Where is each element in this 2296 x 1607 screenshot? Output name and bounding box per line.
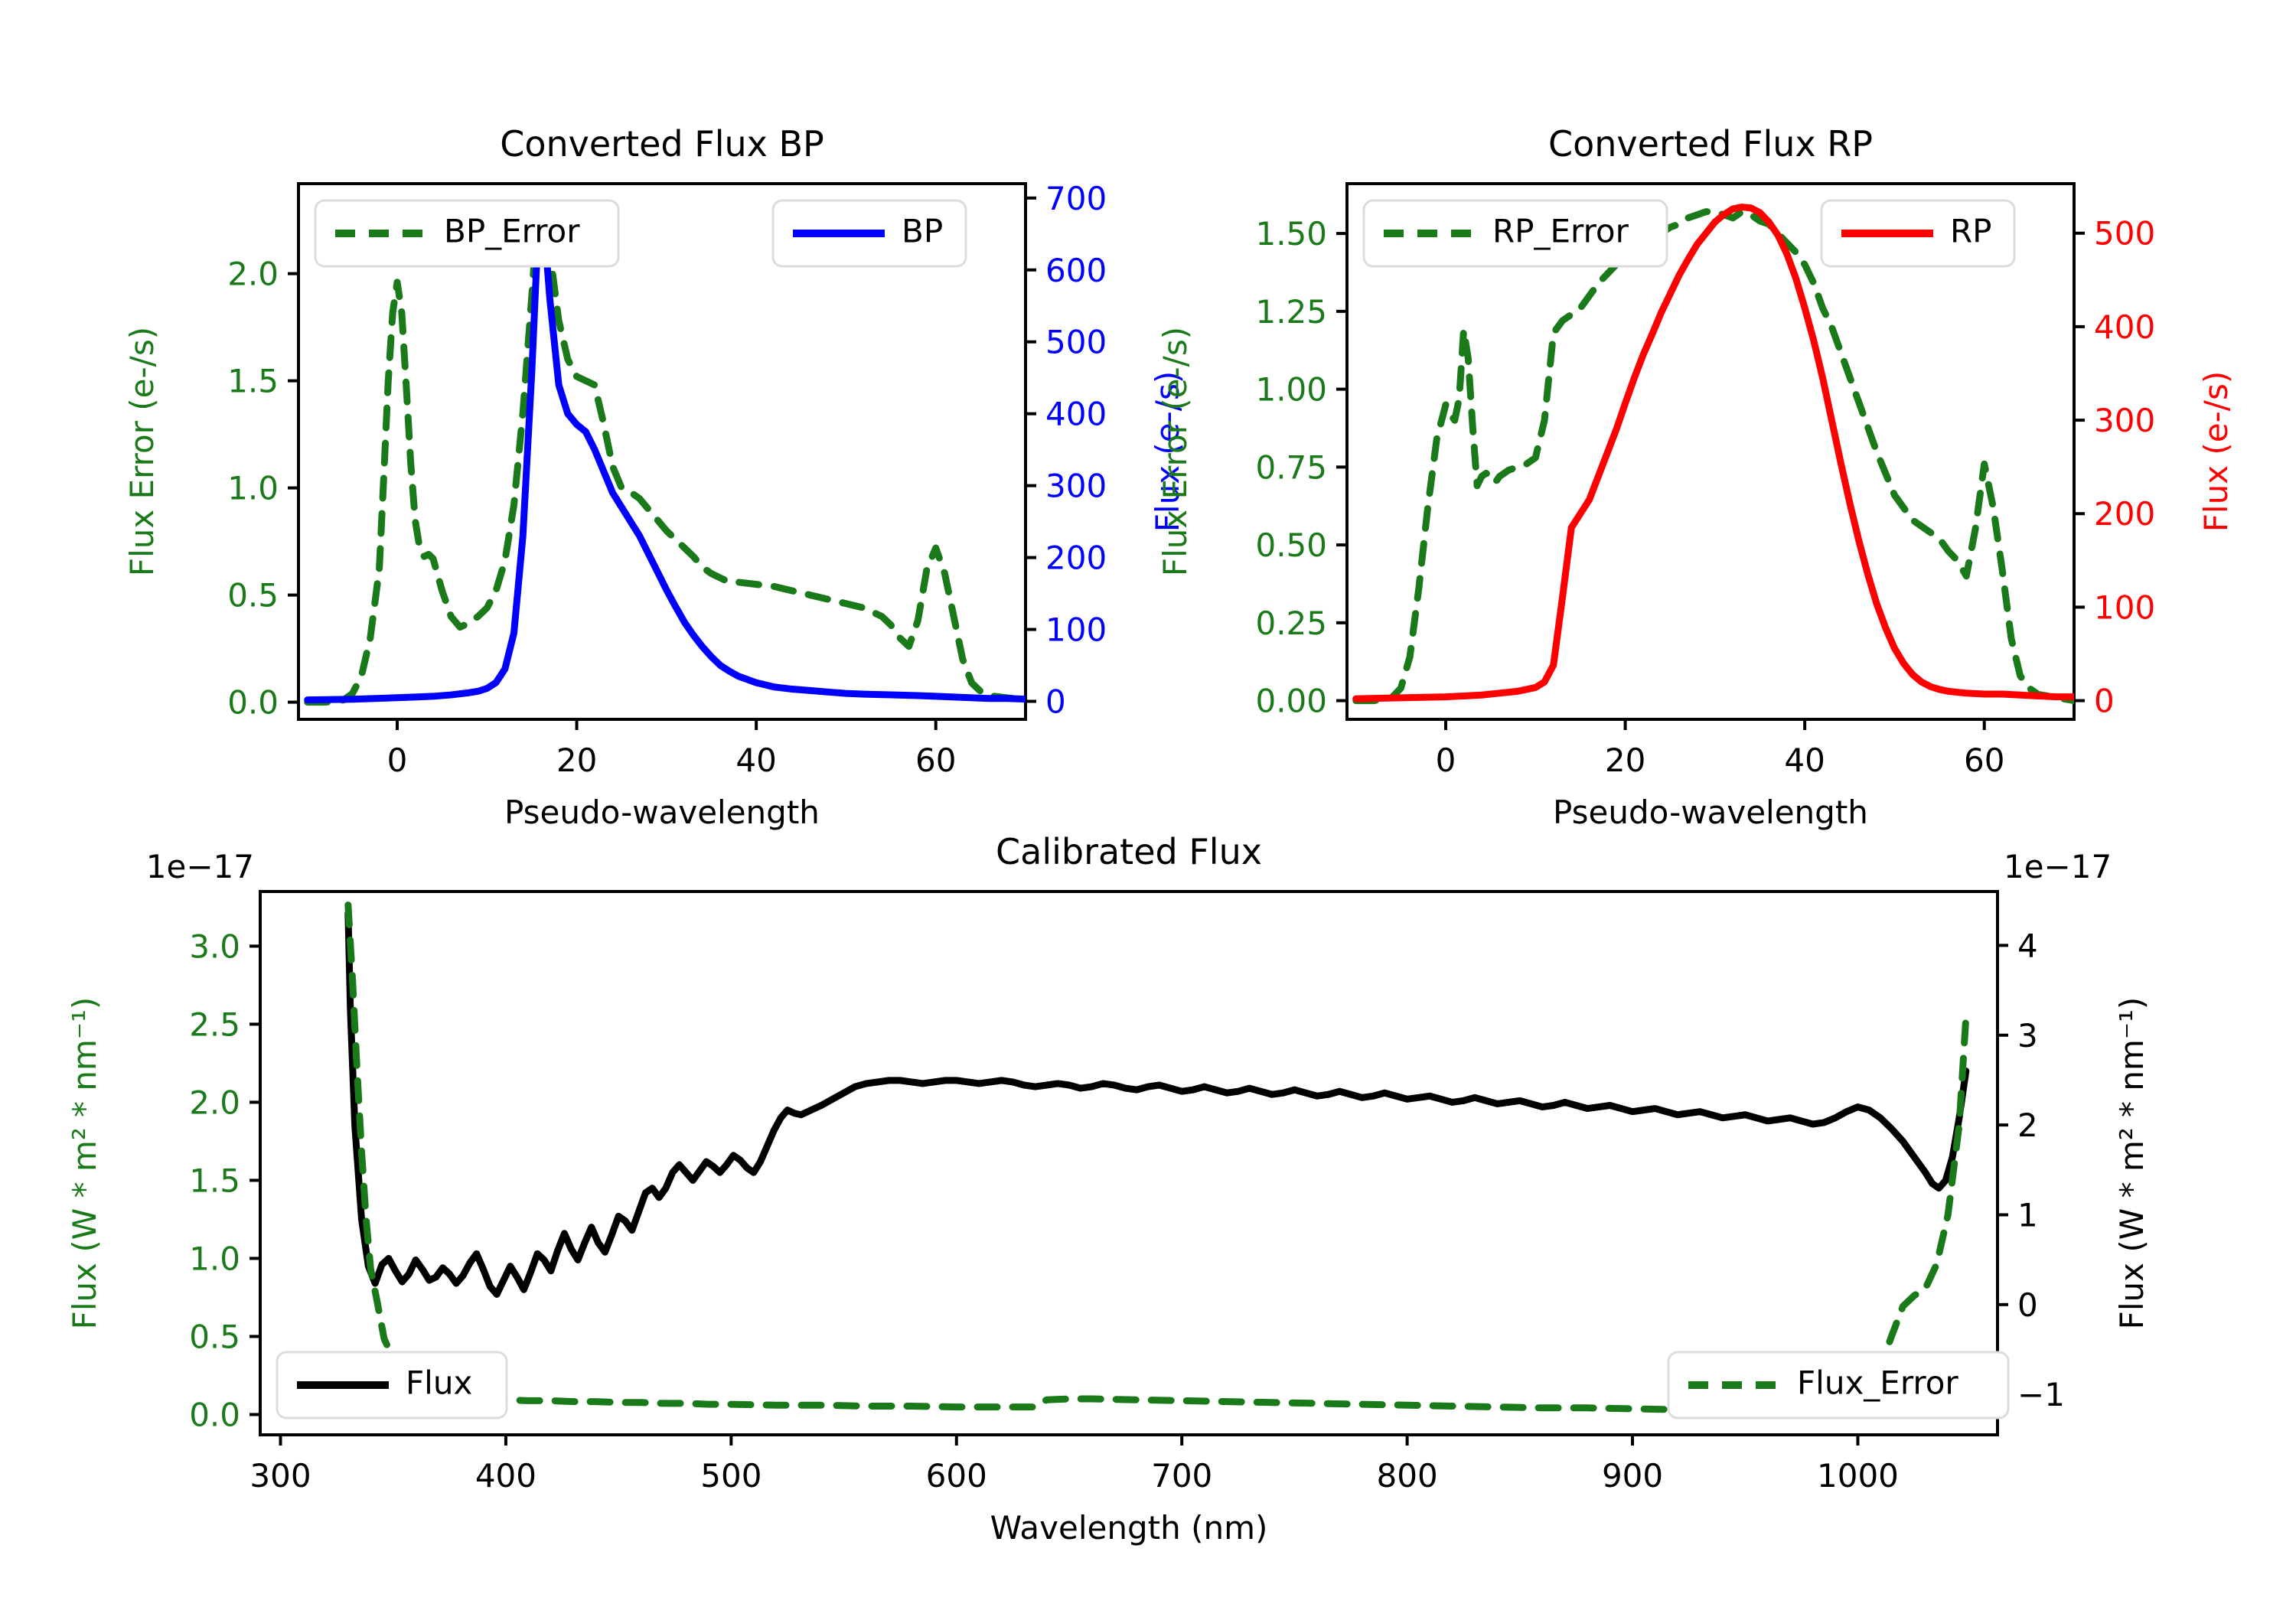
y-tick-label-left: 1.00 (1255, 371, 1327, 409)
y-tick-label-right: 0 (1045, 683, 1066, 721)
y-tick-label-right: 200 (2094, 495, 2155, 533)
y-tick-label-left: 1.0 (189, 1240, 240, 1277)
x-tick-label: 300 (249, 1457, 311, 1495)
y-tick-label-right: 1 (2017, 1196, 2038, 1234)
legend-flux[interactable]: Flux (276, 1351, 508, 1420)
y-tick-label-right: −1 (2017, 1376, 2065, 1413)
panel-converted-flux-bp-xlabel: Pseudo-wavelength (504, 794, 820, 831)
panel-calibrated-flux: Calibrated Flux 300 400 500 600 700 800 900 1000… (66, 831, 2151, 1547)
panel-converted-flux-bp: Converted Flux BP 0 20 40 60 Pseudo-wavelengt… (123, 123, 1186, 831)
panel-calibrated-flux-xlabel: Wavelength (nm) (990, 1509, 1268, 1547)
panel-calibrated-flux-offset-left: 1e−17 (146, 848, 254, 885)
x-tick-label: 20 (556, 742, 597, 779)
legend-rp-label: RP (1950, 213, 1992, 250)
y-tick-label-right: 100 (2094, 588, 2155, 626)
legend-flux-error-box (1667, 1351, 2010, 1420)
y-tick-label-left: 0.25 (1255, 605, 1327, 642)
x-tick-label: 60 (1964, 742, 2004, 779)
x-tick-label: 0 (387, 742, 408, 779)
y-tick-label-right: 200 (1045, 539, 1107, 577)
y-tick-label-left: 1.0 (227, 470, 279, 507)
y-tick-label-right: 3 (2017, 1017, 2038, 1054)
panel-converted-flux-bp-ylabel-left: Flux Error (e-/s) (123, 327, 161, 576)
series-rp (1352, 204, 2074, 702)
panel-converted-flux-rp-xlabel: Pseudo-wavelength (1553, 794, 1868, 831)
panel-converted-flux-rp-ylabel-left: Flux Error (e-/s) (1156, 327, 1194, 576)
y-tick-label-right: 2 (2017, 1107, 2038, 1144)
series-flux_error (344, 901, 1970, 1413)
x-tick-label: 40 (1784, 742, 1825, 779)
legend-rp[interactable]: RP (1820, 199, 2016, 268)
y-tick-label-left: 1.5 (227, 363, 279, 400)
y-tick-label-left: 0.75 (1255, 448, 1327, 486)
y-tick-label-left: 0.00 (1255, 683, 1327, 720)
x-tick-label: 400 (475, 1457, 536, 1495)
legend-bp[interactable]: BP (771, 199, 967, 268)
panel-calibrated-flux-title: Calibrated Flux (996, 831, 1262, 872)
legend-rp-error-label: RP_Error (1492, 213, 1629, 250)
series-bp (304, 223, 1026, 704)
y-tick-label-right: 100 (1045, 611, 1107, 649)
panel-converted-flux-bp-frame (297, 182, 1027, 721)
y-tick-label-right: 700 (1045, 180, 1107, 217)
y-tick-label-left: 0.0 (227, 684, 279, 722)
legend-flux-box (276, 1351, 508, 1420)
y-tick-label-left: 0.0 (189, 1396, 240, 1433)
y-tick-label-right: 400 (1045, 396, 1107, 433)
y-tick-label-left: 0.5 (189, 1318, 240, 1355)
x-tick-label: 800 (1377, 1457, 1438, 1495)
panel-calibrated-flux-ylabel-right: Flux (W * m² * nm⁻¹) (2113, 997, 2151, 1330)
y-tick-label-left: 1.5 (189, 1162, 240, 1199)
x-tick-label: 900 (1602, 1457, 1663, 1495)
y-tick-label-left: 2.0 (189, 1084, 240, 1121)
y-tick-label-right: 300 (2094, 402, 2155, 439)
x-tick-label: 600 (926, 1457, 987, 1495)
y-tick-label-right: 400 (2094, 308, 2155, 346)
y-tick-label-left: 1.25 (1255, 293, 1327, 331)
panel-converted-flux-bp-ylabel-right: Flux (e-/s) (1149, 371, 1186, 532)
panel-converted-flux-rp-title: Converted Flux RP (1548, 123, 1873, 165)
legend-rp-error[interactable]: RP_Error (1362, 199, 1668, 268)
x-tick-label: 1000 (1817, 1457, 1899, 1495)
panel-converted-flux-bp-title: Converted Flux BP (500, 123, 824, 165)
x-tick-label: 500 (700, 1457, 762, 1495)
y-tick-label-right: 500 (2094, 215, 2155, 253)
y-tick-label-right: 0 (2017, 1286, 2038, 1324)
panel-converted-flux-rp-ylabel-right: Flux (e-/s) (2197, 371, 2235, 532)
series-bp_error (304, 201, 1026, 706)
legend-bp-label: BP (902, 213, 943, 250)
y-tick-label-right: 300 (1045, 468, 1107, 505)
y-tick-label-left: 3.0 (189, 927, 240, 965)
legend-flux-error[interactable]: Flux_Error (1667, 1351, 2010, 1420)
x-tick-label: 60 (915, 742, 956, 779)
panel-calibrated-flux-offset-right: 1e−17 (2004, 848, 2112, 885)
panel-converted-flux-rp: Converted Flux RP 0 20 40 60 Pseudo-wavelengt… (1156, 123, 2235, 831)
y-tick-label-left: 0.50 (1255, 526, 1327, 564)
y-tick-label-left: 1.50 (1255, 215, 1327, 253)
legend-bp-error[interactable]: BP_Error (314, 199, 620, 268)
legend-flux-label: Flux (406, 1364, 472, 1402)
y-tick-label-left: 0.5 (227, 577, 279, 614)
y-tick-label-left: 2.5 (189, 1006, 240, 1043)
x-tick-label: 700 (1151, 1457, 1212, 1495)
legend-bp-error-label: BP_Error (444, 213, 580, 250)
y-tick-label-right: 500 (1045, 324, 1107, 361)
x-tick-label: 0 (1436, 742, 1456, 779)
panel-calibrated-flux-ylabel-left: Flux (W * m² * nm⁻¹) (66, 997, 103, 1330)
legend-flux-error-label: Flux_Error (1797, 1364, 1958, 1402)
panel-calibrated-flux-frame (259, 890, 1999, 1436)
y-tick-label-left: 2.0 (227, 256, 279, 293)
series-flux (344, 910, 1970, 1298)
y-tick-label-right: 0 (2094, 683, 2115, 720)
x-tick-label: 20 (1605, 742, 1645, 779)
y-tick-label-right: 4 (2017, 927, 2038, 964)
legend-bp-error-box (314, 199, 620, 268)
x-tick-label: 40 (735, 742, 776, 779)
legend-rp-error-box (1362, 199, 1668, 268)
series-rp_error (1352, 208, 2074, 705)
y-tick-label-right: 600 (1045, 252, 1107, 289)
panel-converted-flux-rp-frame (1345, 182, 2076, 721)
